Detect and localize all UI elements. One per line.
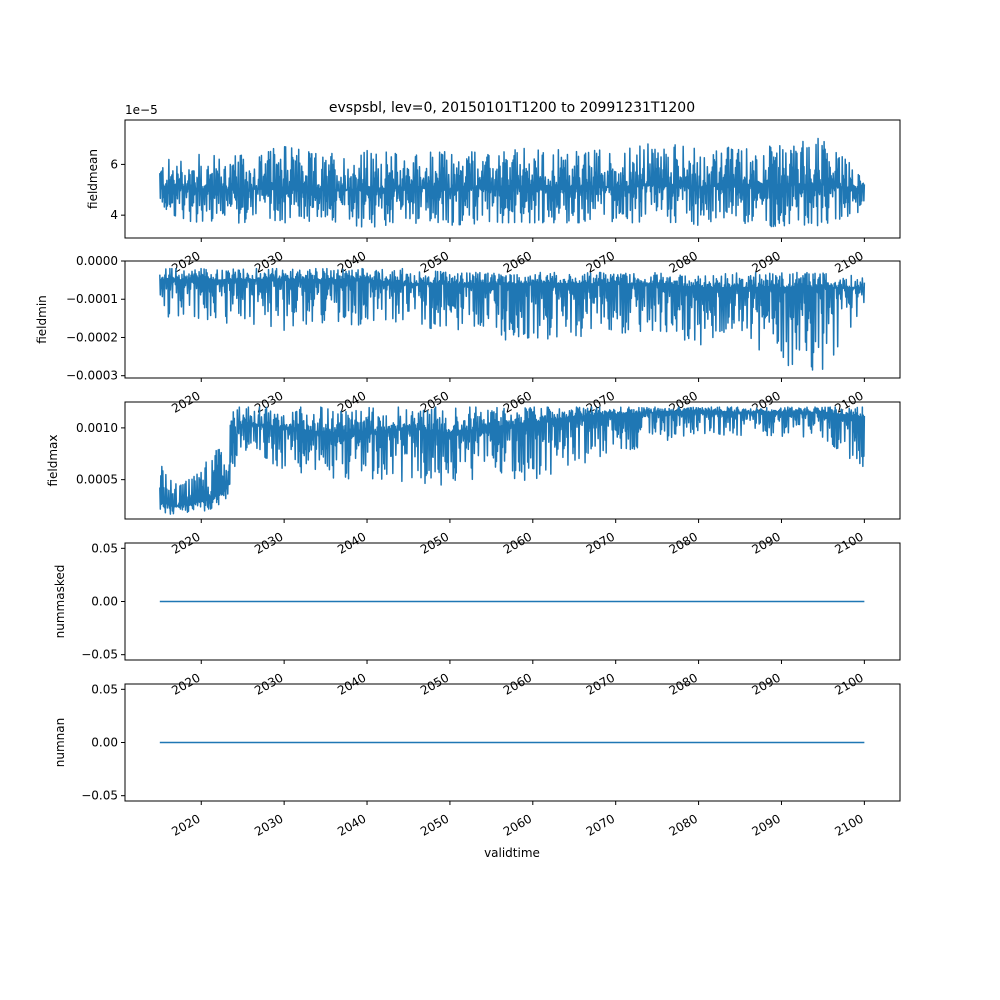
x-tick-label: 2020: [169, 248, 202, 275]
y-tick-label: 6: [110, 157, 118, 171]
x-tick-label: 2060: [501, 248, 534, 275]
x-tick-label: 2050: [418, 248, 451, 275]
y-tick-label: 0.00: [91, 595, 118, 609]
axes-frame: [124, 119, 901, 239]
panel-numnan: −0.05 0.00 0.05 2020 2030 2040 2050 2060 2070 208…: [53, 682, 901, 839]
y-tick-label: 0.0010: [76, 421, 118, 435]
y-tick-label: −0.0003: [66, 369, 118, 383]
y-tick-label: 4: [110, 208, 118, 222]
x-tick-label: 2060: [501, 811, 534, 838]
y-tick-label: −0.05: [81, 648, 118, 662]
y-axis-label: fieldmax: [46, 434, 60, 486]
axes-frame: [124, 401, 901, 520]
y-axis-label: fieldmean: [86, 149, 100, 209]
y-offset-text: 1e−5: [125, 103, 158, 117]
series-line-fieldmean: [159, 137, 866, 228]
x-tick-label: 2030: [252, 811, 285, 838]
series-line-fieldmin: [159, 267, 866, 371]
y-axis-label: numnan: [53, 718, 67, 767]
x-tick-label: 2100: [832, 811, 865, 838]
x-tick-label: 2020: [169, 811, 202, 838]
y-tick-label: −0.05: [81, 789, 118, 803]
x-tick-label: 2050: [418, 811, 451, 838]
x-tick-label: 2080: [667, 811, 700, 838]
x-tick-label: 2100: [832, 248, 865, 275]
x-tick-label: 2090: [750, 248, 783, 275]
series-line-fieldmax: [159, 406, 866, 515]
y-tick-label: 0.05: [91, 682, 118, 696]
y-tick-label: −0.0002: [66, 330, 118, 344]
x-tick-label: 2070: [584, 811, 617, 838]
figure-title: evspsbl, lev=0, 20150101T1200 to 2099123…: [329, 100, 695, 116]
y-tick-label: 0.05: [91, 541, 118, 555]
axes-frame: [124, 260, 901, 379]
y-tick-label: 0.00: [91, 736, 118, 750]
y-tick-label: 0.0000: [76, 254, 118, 268]
y-axis-label: fieldmin: [35, 295, 49, 344]
y-tick-label: −0.0001: [66, 292, 118, 306]
y-axis-label: nummasked: [53, 565, 67, 639]
x-axis-label: validtime: [484, 846, 540, 860]
x-tick-label: 2040: [335, 811, 368, 838]
y-tick-label: 0.0005: [76, 473, 118, 487]
x-tick-label: 2090: [750, 811, 783, 838]
x-tick-label: 2080: [667, 248, 700, 275]
